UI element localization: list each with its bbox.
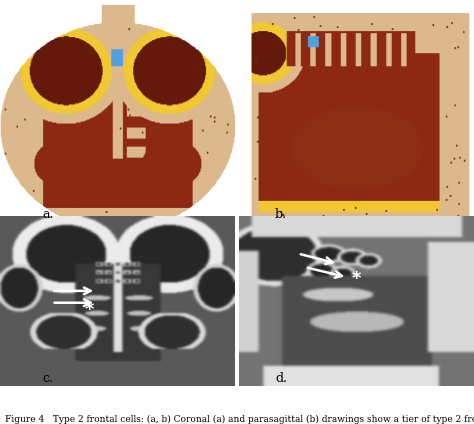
Text: a.: a. xyxy=(43,207,54,220)
Text: Figure 4   Type 2 frontal cells: (a, b) Coronal (a) and parasagittal (b) drawing: Figure 4 Type 2 frontal cells: (a, b) Co… xyxy=(5,415,474,424)
Text: d.: d. xyxy=(275,372,287,385)
Text: *: * xyxy=(84,301,94,318)
Text: c.: c. xyxy=(43,372,54,385)
Text: b.: b. xyxy=(275,207,287,220)
Text: *: * xyxy=(352,270,362,288)
